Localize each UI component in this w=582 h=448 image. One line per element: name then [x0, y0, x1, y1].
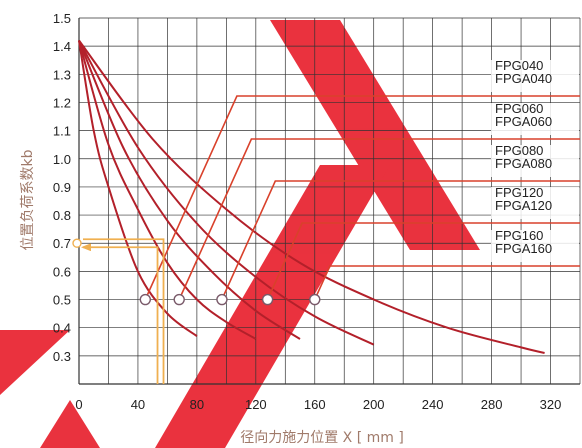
y-tick-label: 1.1	[53, 124, 71, 139]
example-guide-arrow	[81, 243, 159, 384]
x-tick-label: 320	[540, 397, 562, 412]
x-tick-label: 240	[422, 397, 444, 412]
example-kb-marker	[72, 238, 82, 248]
y-tick-label: 0.7	[53, 236, 71, 251]
y-tick-label: 0.4	[53, 321, 71, 336]
legend-entry-background	[491, 103, 579, 135]
y-tick-label: 1.4	[53, 39, 71, 54]
data-point-marker	[261, 293, 274, 306]
legend-label: FPGA160	[495, 241, 552, 256]
watermark	[0, 20, 480, 448]
legend-label: FPGA060	[495, 114, 552, 129]
legend-leader	[314, 265, 580, 300]
data-point-marker	[216, 293, 228, 306]
data-point-marker	[139, 293, 152, 306]
x-tick-label: 160	[304, 397, 326, 412]
y-tick-label: 0.6	[53, 264, 71, 279]
legend-leaders	[144, 95, 580, 300]
x-tick-label: 40	[131, 397, 145, 412]
legend-label: FPG080	[495, 143, 543, 158]
legend-label: FPG040	[495, 58, 543, 73]
legend-label: FPG160	[495, 228, 543, 243]
y-tick-label: 0.8	[53, 208, 71, 223]
series-line	[78, 40, 301, 340]
y-tick-label: 0.5	[53, 293, 71, 308]
legend-label: FPGA120	[495, 198, 552, 213]
y-axis-title: 位置负荷系数kb	[20, 149, 36, 250]
legend-leader	[221, 180, 580, 300]
x-tick-label: 80	[190, 397, 204, 412]
x-axis-title: 径向力施力位置 X [ mm ]	[240, 430, 404, 446]
legend-label: FPGA080	[495, 156, 552, 171]
tick-labels: 0 40 80 120 160 200 240 280 320 1.5 1.4 1.3 1.2 1.1 1.…	[53, 11, 561, 412]
data-point-marker	[173, 293, 185, 306]
legend-leader	[178, 138, 580, 300]
legend-leader	[266, 222, 580, 300]
legend-entry-background	[491, 230, 579, 262]
legend-entry-background	[491, 60, 579, 92]
series-line	[78, 40, 198, 337]
markers	[72, 238, 321, 306]
y-tick-label: 1.2	[53, 95, 71, 110]
example-guide	[81, 238, 165, 384]
y-tick-label: 0.3	[53, 349, 71, 364]
y-tick-label: 1.3	[53, 67, 71, 82]
legend-entry-background	[491, 145, 579, 177]
example-guide-line	[83, 238, 165, 384]
x-tick-label: 120	[245, 397, 267, 412]
data-point-marker	[309, 293, 321, 306]
y-tick-label: 1.0	[53, 152, 71, 167]
y-tick-label: 0.9	[53, 180, 71, 195]
legend-label: FPG060	[495, 101, 543, 116]
legend-entry-background	[491, 187, 579, 219]
y-tick-label: 1.5	[53, 11, 71, 26]
series-line	[78, 39, 545, 354]
x-tick-label: 0	[75, 397, 82, 412]
legend-label: FPG120	[495, 185, 543, 200]
legend-leader	[144, 95, 580, 300]
grid	[78, 17, 581, 385]
legend-label: FPGA040	[495, 71, 552, 86]
x-tick-label: 200	[363, 397, 385, 412]
x-tick-label: 280	[481, 397, 503, 412]
series-line	[78, 40, 375, 346]
